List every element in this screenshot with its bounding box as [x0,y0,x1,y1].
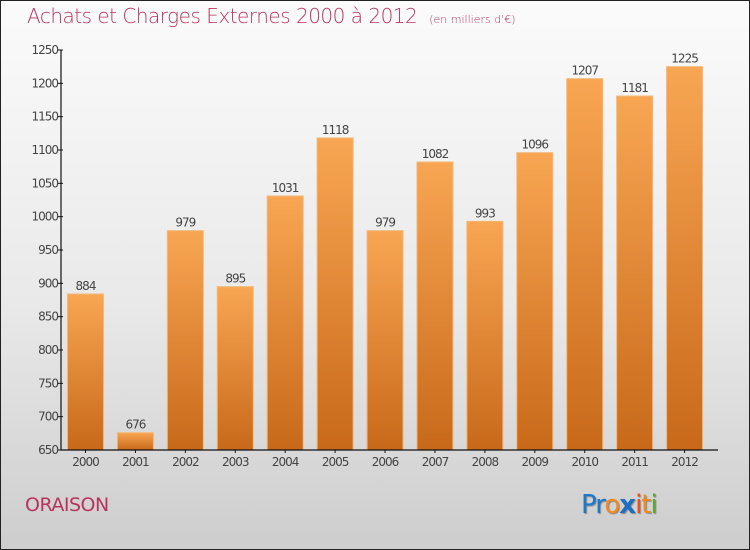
y-tick-label-850: 850 [38,310,58,324]
city-name: ORAISON [25,494,109,516]
y-tick-label-1250: 1250 [31,43,58,57]
bar-2012 [666,66,704,451]
y-tick-label-1000: 1000 [31,210,58,224]
x-tick-label-2001: 2001 [122,455,149,469]
chart-unit: (en milliers d'€) [429,13,516,26]
x-tick-label-2003: 2003 [222,455,249,469]
y-tick-label-800: 800 [38,343,58,357]
bar-2000 [67,293,104,451]
x-tick-label-2008: 2008 [472,455,499,469]
y-tick-label-700: 700 [38,410,58,424]
x-tick-label-2002: 2002 [172,455,199,469]
value-label-2003: 895 [225,272,245,286]
bar-2009 [516,152,554,451]
value-label-2008: 993 [475,206,495,220]
x-tick-label-2009: 2009 [522,455,549,469]
proxiti-logo[interactable]: Proxiti [581,490,658,520]
value-label-2001: 676 [125,418,145,432]
value-label-2005: 1118 [322,123,349,137]
value-label-2006: 979 [375,216,395,230]
y-tick-label-950: 950 [38,243,58,257]
value-label-2007: 1082 [422,147,449,161]
bar-2010 [566,78,604,451]
logo-letter: P [581,490,596,520]
logo-letter: t [641,490,651,520]
x-tick-label-2006: 2006 [372,455,399,469]
bar-2011 [616,95,654,451]
y-tick-label-1150: 1150 [31,110,58,124]
value-label-2000: 884 [76,279,96,293]
value-label-2012: 1225 [671,52,698,66]
bar-2008 [466,220,504,451]
x-tick-label-2000: 2000 [72,455,99,469]
y-tick-label-900: 900 [38,276,58,290]
x-tick-label-2010: 2010 [571,455,598,469]
value-label-2009: 1096 [522,138,549,152]
chart-title: Achats et Charges Externes 2000 à 2012 (e… [27,4,516,28]
bar-2002 [166,230,204,451]
value-label-2011: 1181 [621,81,648,95]
y-tick-label-1050: 1050 [31,176,58,190]
x-tick-label-2005: 2005 [322,455,349,469]
x-tick-label-2004: 2004 [272,455,299,469]
logo-letter: i [650,490,658,520]
logo-letter: x [619,490,636,520]
bar-2005 [316,137,354,451]
value-label-2002: 979 [175,216,195,230]
y-tick-label-650: 650 [38,443,58,457]
bar-2007 [416,161,454,451]
x-tick-label-2011: 2011 [621,455,648,469]
logo-letter: o [604,490,620,520]
y-tick-label-750: 750 [38,376,58,390]
bar-2006 [366,230,404,451]
x-tick-label-2007: 2007 [422,455,449,469]
x-tick-label-2012: 2012 [671,455,698,469]
value-label-2010: 1207 [571,64,598,78]
bar-2001 [116,432,154,451]
value-label-2004: 1031 [272,181,299,195]
logo-letter: r [595,490,605,520]
chart-title-text: Achats et Charges Externes 2000 à 2012 [27,4,418,28]
bar-2004 [266,195,304,451]
y-tick-label-1100: 1100 [31,143,58,157]
y-tick-label-1200: 1200 [31,76,58,90]
bar-2003 [216,286,254,451]
logo-letter: i [635,490,642,520]
